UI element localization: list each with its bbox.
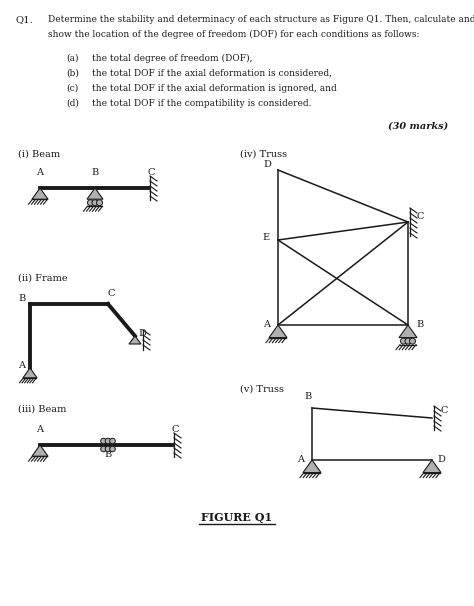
Text: show the location of the degree of freedom (DOF) for each conditions as follows:: show the location of the degree of freed… [48,30,419,39]
Polygon shape [303,460,321,473]
Text: the total DOF if the axial deformation is considered,: the total DOF if the axial deformation i… [92,69,332,78]
Text: (c): (c) [66,84,78,93]
Text: D: D [437,455,445,464]
Circle shape [100,438,106,444]
Text: A: A [36,425,44,434]
Text: FIGURE Q1: FIGURE Q1 [201,512,273,523]
Text: Determine the stability and determinacy of each structure as Figure Q1. Then, ca: Determine the stability and determinacy … [48,15,474,24]
Polygon shape [129,336,141,344]
Text: (iii) Beam: (iii) Beam [18,405,66,414]
Text: A: A [36,168,44,177]
Text: A: A [297,455,304,464]
Polygon shape [23,368,37,378]
Circle shape [105,446,111,452]
Text: the total DOF if the compatibility is considered.: the total DOF if the compatibility is co… [92,99,311,108]
Circle shape [410,338,416,344]
Text: C: C [171,425,179,434]
Polygon shape [269,325,287,338]
Polygon shape [423,460,441,473]
Circle shape [92,200,98,205]
Text: (iv) Truss: (iv) Truss [240,150,287,159]
Text: (i) Beam: (i) Beam [18,150,60,159]
Text: D: D [263,160,271,169]
Text: (30 marks): (30 marks) [388,122,448,131]
Text: E: E [263,233,270,242]
Circle shape [401,338,407,344]
Text: B: B [304,392,311,401]
Text: (b): (b) [66,69,79,78]
Text: (ii) Frame: (ii) Frame [18,274,68,283]
Text: Q1.: Q1. [16,15,34,24]
Text: B: B [91,168,99,177]
Text: the total DOF if the axial deformation is ignored, and: the total DOF if the axial deformation i… [92,84,337,93]
Text: C: C [441,406,448,415]
Text: A: A [18,361,26,370]
Text: the total degree of freedom (DOF),: the total degree of freedom (DOF), [92,54,253,63]
Text: B: B [18,294,26,303]
Text: C: C [107,289,115,298]
Circle shape [88,200,93,205]
Polygon shape [32,445,48,456]
Polygon shape [87,188,103,199]
Text: (a): (a) [66,54,79,63]
Circle shape [105,438,111,444]
Circle shape [405,338,411,344]
Text: C: C [147,168,155,177]
Text: B: B [416,320,423,329]
Circle shape [97,200,102,205]
Text: (d): (d) [66,99,79,108]
Circle shape [109,446,115,452]
Text: D: D [138,329,146,338]
Text: (v) Truss: (v) Truss [240,385,284,394]
Text: C: C [417,212,424,221]
Text: A: A [263,320,270,329]
Circle shape [100,446,106,452]
Text: B: B [104,450,111,459]
Polygon shape [32,188,48,199]
Polygon shape [399,325,417,338]
Circle shape [109,438,115,444]
